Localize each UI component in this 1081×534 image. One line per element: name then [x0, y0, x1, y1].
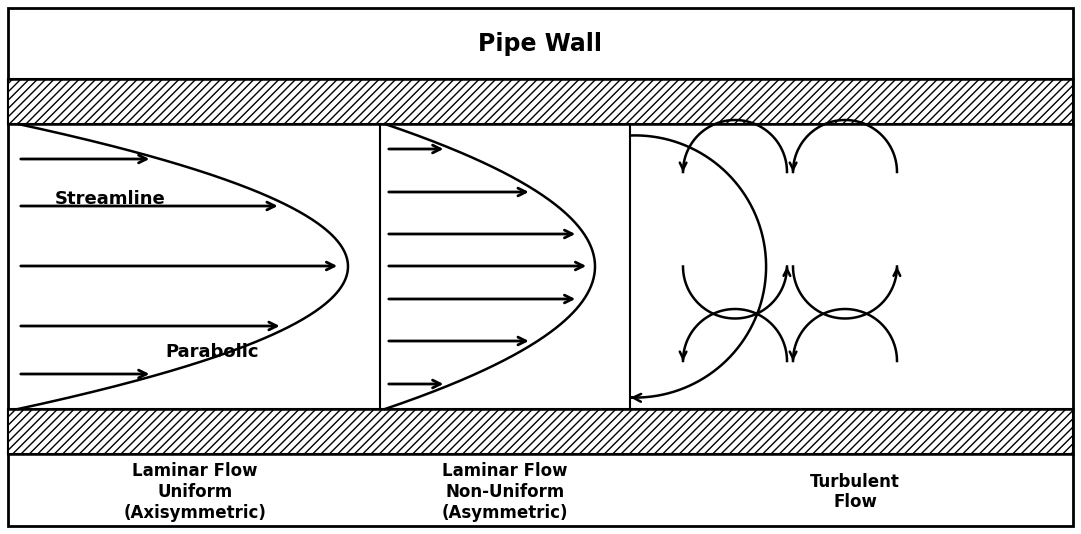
Text: Pipe Wall: Pipe Wall [479, 32, 602, 56]
Text: Parabolic: Parabolic [165, 343, 258, 361]
Bar [8, 409, 1073, 454]
Bar [8, 79, 1073, 124]
Text: Streamline: Streamline [55, 190, 165, 208]
Text: Turbulent
Flow: Turbulent Flow [810, 473, 900, 512]
Text: Laminar Flow
Uniform
(Axisymmetric): Laminar Flow Uniform (Axisymmetric) [123, 462, 266, 522]
Text: Laminar Flow
Non-Uniform
(Asymmetric): Laminar Flow Non-Uniform (Asymmetric) [442, 462, 569, 522]
